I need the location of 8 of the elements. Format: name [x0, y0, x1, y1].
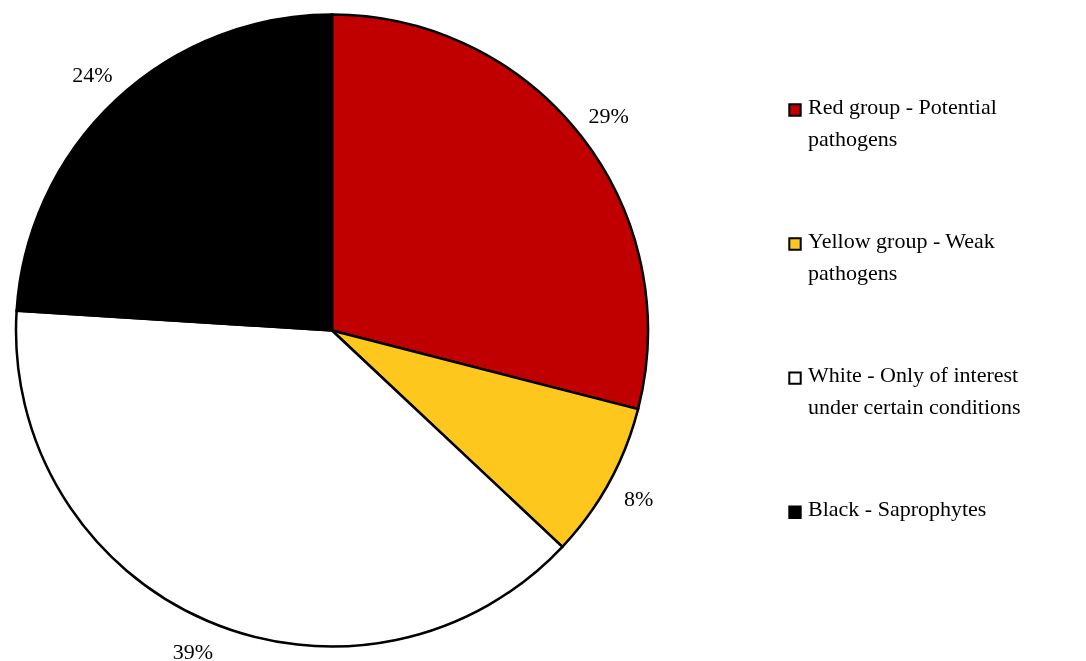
legend-label: Yellow group - Weak pathogens: [808, 228, 995, 286]
data-label: 29%: [588, 102, 629, 128]
data-label: 39%: [172, 638, 214, 661]
legend-label: Red group - Potential pathogens: [808, 93, 997, 151]
legend-label: Black - Saprophytes: [808, 496, 987, 522]
data-label: 24%: [72, 62, 113, 88]
data-label: 8%: [624, 486, 654, 512]
legend-label: White - Only of interest under certain conditions: [808, 362, 1021, 420]
